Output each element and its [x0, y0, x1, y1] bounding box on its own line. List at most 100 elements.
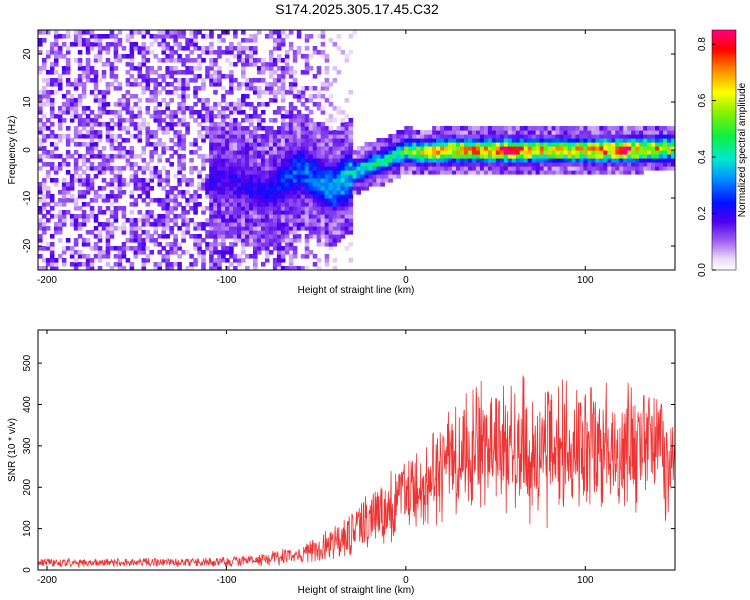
heatmap-cell: [332, 178, 338, 183]
heatmap-cell: [448, 162, 453, 167]
heatmap-cell: [105, 198, 111, 203]
heatmap-cell: [288, 102, 294, 107]
heatmap-cell: [320, 106, 326, 111]
heatmap-cell: [452, 158, 457, 163]
heatmap-cell: [296, 146, 302, 151]
heatmap-cell: [487, 138, 493, 143]
heatmap-cell: [571, 146, 577, 151]
heatmap-cell: [611, 170, 616, 175]
heatmap-cell: [356, 150, 362, 155]
heatmap-cell: [356, 158, 362, 163]
heatmap-cell: [292, 250, 298, 255]
heatmap-cell: [145, 210, 151, 215]
heatmap-cell: [328, 222, 334, 227]
heatmap-cell: [264, 234, 270, 239]
heatmap-cell: [85, 130, 91, 135]
heatmap-cell: [312, 202, 318, 207]
heatmap-cell: [233, 158, 238, 163]
heatmap-cell: [384, 138, 389, 143]
heatmap-cell: [241, 158, 246, 163]
heatmap-cell: [229, 78, 234, 83]
heatmap-cell: [559, 166, 565, 171]
heatmap-cell: [109, 266, 115, 270]
heatmap-cell: [249, 150, 254, 155]
heatmap-cell: [157, 58, 163, 63]
heatmap-cell: [205, 242, 210, 247]
heatmap-cell: [256, 150, 262, 155]
heatmap-cell: [272, 210, 278, 215]
heatmap-cell: [38, 122, 43, 127]
heatmap-cell: [161, 46, 166, 51]
heatmap-cell: [213, 150, 218, 155]
heatmap-cell: [121, 206, 127, 211]
heatmap-cell: [249, 102, 254, 107]
heatmap-cell: [81, 30, 87, 35]
heatmap-cell: [61, 66, 67, 71]
heatmap-cell: [97, 50, 103, 55]
heatmap-cell: [324, 54, 330, 59]
heatmap-cell: [420, 170, 425, 175]
heatmap-cell: [380, 154, 385, 159]
heatmap-cell: [137, 138, 143, 143]
heatmap-cell: [292, 230, 298, 235]
heatmap-cell: [89, 210, 95, 215]
heatmap-cell: [448, 170, 453, 175]
heatmap-cell: [45, 154, 51, 159]
heatmap-cell: [264, 218, 270, 223]
heatmap-cell: [233, 106, 238, 111]
heatmap-cell: [268, 62, 274, 67]
heatmap-cell: [288, 206, 294, 211]
heatmap-cell: [181, 58, 186, 63]
heatmap-cell: [209, 226, 214, 231]
heatmap-cell: [264, 182, 270, 187]
heatmap-cell: [555, 130, 561, 135]
heatmap-cell: [209, 30, 214, 35]
heatmap-cell: [173, 34, 178, 39]
heatmap-cell: [388, 134, 393, 139]
heatmap-cell: [213, 122, 218, 127]
heatmap-cell: [292, 86, 298, 91]
heatmap-cell: [93, 70, 99, 75]
heatmap-cell: [229, 138, 234, 143]
heatmap-cell: [73, 126, 79, 131]
heatmap-cell: [567, 146, 573, 151]
heatmap-cell: [527, 138, 533, 143]
heatmap-cell: [221, 122, 226, 127]
heatmap-cell: [233, 178, 238, 183]
heatmap-cell: [308, 86, 314, 91]
heatmap-cell: [264, 174, 270, 179]
heatmap-cell: [45, 174, 51, 179]
heatmap-cell: [237, 158, 242, 163]
heatmap-cell: [153, 230, 159, 235]
heatmap-cell: [348, 138, 354, 143]
heatmap-cell: [121, 106, 127, 111]
heatmap-cell: [169, 34, 174, 39]
heatmap-cell: [105, 218, 111, 223]
heatmap-cell: [432, 162, 437, 167]
heatmap-cell: [137, 110, 143, 115]
heatmap-cell: [129, 226, 135, 231]
heatmap-cell: [316, 190, 322, 195]
heatmap-cell: [416, 150, 421, 155]
heatmap-cell: [197, 146, 202, 151]
heatmap-cell: [45, 218, 51, 223]
heatmap-cell: [268, 54, 274, 59]
heatmap-cell: [320, 150, 326, 155]
heatmap-y-label: Frequency (Hz): [7, 116, 18, 185]
heatmap-cell: [288, 70, 294, 75]
heatmap-cell: [312, 174, 318, 179]
heatmap-cell: [252, 86, 258, 91]
heatmap-cell: [209, 126, 214, 131]
heatmap-cell: [551, 142, 557, 147]
heatmap-cell: [284, 62, 290, 67]
heatmap-cell: [647, 162, 652, 167]
heatmap-cell: [463, 154, 469, 159]
heatmap-cell: [237, 170, 242, 175]
heatmap-cell: [101, 210, 107, 215]
heatmap-cell: [260, 90, 266, 95]
heatmap-cell: [153, 146, 159, 151]
heatmap-cell: [213, 142, 218, 147]
heatmap-cell: [659, 130, 664, 135]
heatmap-cell: [487, 142, 493, 147]
heatmap-cell: [97, 34, 103, 39]
